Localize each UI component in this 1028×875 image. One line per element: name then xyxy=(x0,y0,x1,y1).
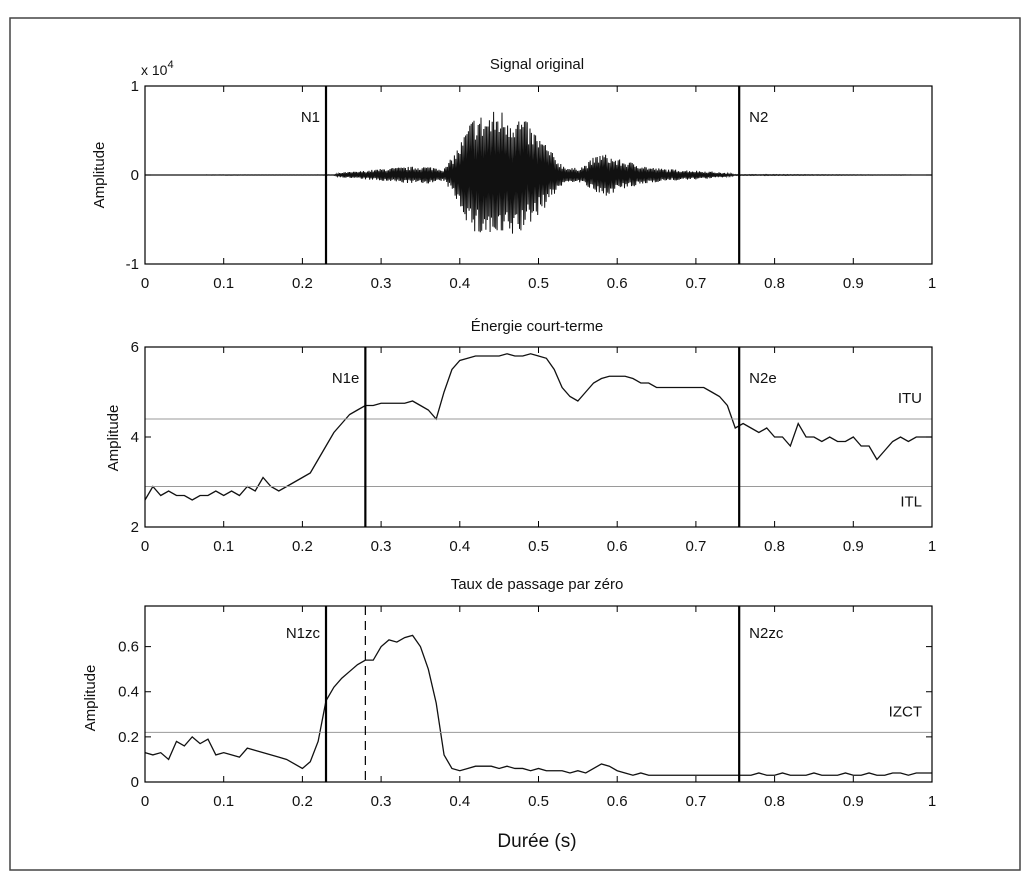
x-tick-label: 0.7 xyxy=(685,275,706,292)
x-tick-label: 0.2 xyxy=(292,538,313,555)
x-tick-label: 0.8 xyxy=(764,793,785,810)
x-tick-label: 0.8 xyxy=(764,275,785,292)
x-tick-label: 0.3 xyxy=(371,793,392,810)
x-tick-label: 0.9 xyxy=(843,275,864,292)
marker-label: N1zc xyxy=(286,625,321,642)
x-tick-label: 0.3 xyxy=(371,275,392,292)
marker-label: N2e xyxy=(749,370,777,387)
y-tick-label: 6 xyxy=(131,339,139,356)
marker-label: N2zc xyxy=(749,625,784,642)
threshold-label: ITU xyxy=(898,390,922,407)
panel-signal-original: Signal original x 104 Amplitude 0 0.1 0.2 0… xyxy=(91,56,936,292)
series-line xyxy=(144,353,932,501)
x-tick-label: 0.6 xyxy=(607,538,628,555)
x-tick-label: 0.2 xyxy=(292,275,313,292)
y-tick-label: -1 xyxy=(126,256,139,273)
x-tick-label: 0 xyxy=(141,793,149,810)
plot-frame xyxy=(144,346,933,528)
y-tick-label: 0 xyxy=(131,167,139,184)
marker-label: N1e xyxy=(332,370,360,387)
x-tick-label: 0.8 xyxy=(764,538,785,555)
x-tick-label: 0.6 xyxy=(607,275,628,292)
x-tick-label: 0.1 xyxy=(213,793,234,810)
y-axis-label: Amplitude xyxy=(105,405,122,472)
y-multiplier-base: x 10 xyxy=(141,62,168,78)
panel-title: Taux de passage par zéro xyxy=(451,576,624,593)
x-tick-label: 0.4 xyxy=(449,538,470,555)
x-tick-label: 0.7 xyxy=(685,538,706,555)
x-axis-label: Durée (s) xyxy=(497,831,576,852)
x-tick-label: 0.2 xyxy=(292,793,313,810)
x-tick-label: 0.7 xyxy=(685,793,706,810)
x-tick-label: 0.6 xyxy=(607,793,628,810)
y-tick-label: 0.6 xyxy=(118,639,139,656)
y-axis-label: Amplitude xyxy=(91,142,108,209)
x-tick-label: 0.9 xyxy=(843,538,864,555)
signal-waveform xyxy=(145,111,932,234)
series-line xyxy=(144,634,932,776)
y-multiplier-exponent: 4 xyxy=(167,59,173,71)
y-tick-label: 0.2 xyxy=(118,729,139,746)
x-tick-label: 0.5 xyxy=(528,275,549,292)
panel-title: Énergie court-terme xyxy=(471,318,604,335)
y-axis-label: Amplitude xyxy=(82,665,99,732)
y-tick-label: 0 xyxy=(131,774,139,791)
x-tick-label: 0.4 xyxy=(449,793,470,810)
x-tick-label: 1 xyxy=(928,538,936,555)
y-tick-label: 4 xyxy=(131,429,139,446)
threshold-label: ITL xyxy=(900,494,922,511)
x-tick-label: 0 xyxy=(141,275,149,292)
x-tick-label: 0.5 xyxy=(528,793,549,810)
plot-frame xyxy=(144,85,933,265)
threshold-label: IZCT xyxy=(889,703,922,720)
plot-frame xyxy=(144,605,933,783)
x-tick-label: 0 xyxy=(141,538,149,555)
panel-taux-passage-zero: Taux de passage par zéro Amplitude IZCT … xyxy=(82,576,936,810)
marker-label: N1 xyxy=(301,109,320,126)
x-tick-label: 0.5 xyxy=(528,538,549,555)
y-tick-label: 0.4 xyxy=(118,684,139,701)
marker-label: N2 xyxy=(749,109,768,126)
y-tick-label: 1 xyxy=(131,78,139,95)
panel-title: Signal original xyxy=(490,56,584,73)
x-tick-label: 1 xyxy=(928,793,936,810)
x-tick-label: 1 xyxy=(928,275,936,292)
x-tick-label: 0.1 xyxy=(213,538,234,555)
panel-energie-court-terme: Énergie court-terme Amplitude ITU ITL 0 0.… xyxy=(105,318,936,555)
x-tick-label: 0.9 xyxy=(843,793,864,810)
y-multiplier: x 104 xyxy=(141,59,174,78)
y-tick-label: 2 xyxy=(131,519,139,536)
x-tick-label: 0.1 xyxy=(213,275,234,292)
x-tick-label: 0.4 xyxy=(449,275,470,292)
x-tick-label: 0.3 xyxy=(371,538,392,555)
